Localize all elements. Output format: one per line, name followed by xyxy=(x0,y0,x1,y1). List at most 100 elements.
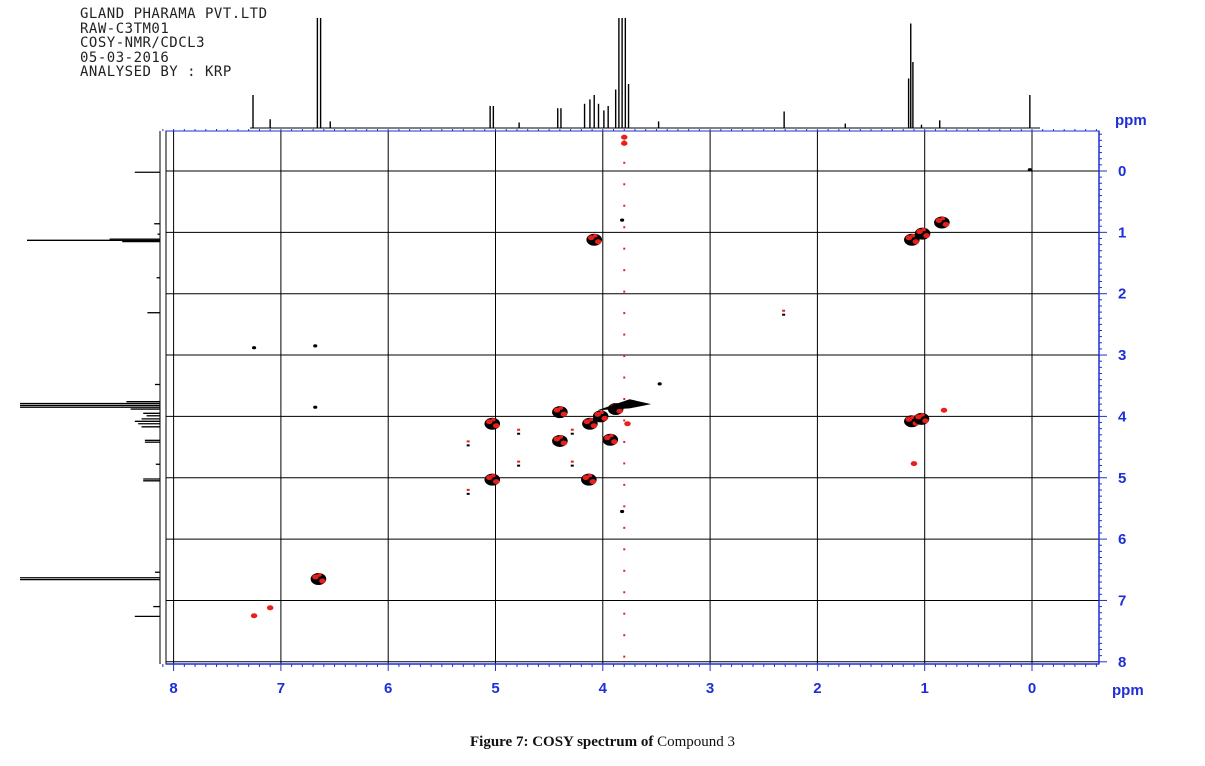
y-tick-label: 1 xyxy=(1118,224,1126,241)
cross-peak-negative-lobe xyxy=(588,417,594,422)
x-tick-label: 0 xyxy=(1028,680,1036,697)
t1-noise-dot xyxy=(623,483,626,486)
cross-peak-pair xyxy=(466,440,470,443)
cross-peak-pair xyxy=(570,460,574,463)
cross-peak-negative-lobe xyxy=(560,411,568,417)
cross-peak-negative-lobe xyxy=(493,423,500,429)
cross-peak-negative-lobe xyxy=(553,436,561,442)
cross-peak-negative-lobe xyxy=(915,414,922,420)
cross-peak-negative-lobe xyxy=(910,233,916,238)
cross-peak-negative-lobe xyxy=(601,415,608,421)
x-tick-label: 3 xyxy=(706,680,714,697)
cross-peak-negative-lobe xyxy=(582,475,590,481)
cross-peak-small xyxy=(940,407,948,413)
cross-peak-negative-lobe xyxy=(616,408,623,414)
y-axis-label: ppm xyxy=(1115,112,1147,129)
cross-peak-negative-lobe xyxy=(940,216,946,221)
t1-noise-dot xyxy=(623,612,626,615)
header-line-date: 05-03-2016 xyxy=(80,49,170,66)
cross-peak-negative-lobe xyxy=(920,413,925,417)
x-tick-label: 8 xyxy=(169,680,177,697)
left-1d-projection xyxy=(20,171,160,618)
t1-noise-dot xyxy=(623,397,626,400)
cross-peak-negative-lobe xyxy=(916,229,923,235)
caption-normal: Compound 3 xyxy=(653,734,735,750)
plot-border xyxy=(165,130,1100,665)
cross-peak-negative-lobe xyxy=(912,239,920,245)
t1-noise-dot xyxy=(623,569,626,572)
t1-noise-dot xyxy=(623,204,626,207)
cross-peak-negative-lobe xyxy=(589,479,597,485)
y-tick-label: 7 xyxy=(1118,592,1126,609)
cross-peak-negative-lobe xyxy=(592,233,598,238)
cross-peak-negative-lobe xyxy=(560,440,568,446)
cross-peak-pair xyxy=(517,460,521,463)
cross-peak-small xyxy=(266,605,274,611)
cross-peak-negative-lobe xyxy=(490,417,496,422)
cross-peak-pair xyxy=(466,492,470,495)
t1-noise-dot xyxy=(623,312,626,315)
caption-bold: Figure 7: COSY spectrum of xyxy=(470,734,654,750)
t1-noise-dot xyxy=(623,290,626,293)
cross-peak-negative-lobe xyxy=(604,435,611,441)
cross-peak-negative-lobe xyxy=(486,475,493,481)
y-tick-label: 4 xyxy=(1118,408,1127,425)
cross-peak-small xyxy=(621,134,628,140)
cross-peak-negative-lobe xyxy=(583,419,591,425)
cross-peak-dot xyxy=(620,509,625,514)
cross-peak-negative-lobe xyxy=(594,411,601,417)
cross-peak-pair xyxy=(517,432,521,435)
t1-noise-dot xyxy=(623,440,626,443)
cross-peak-negative-lobe xyxy=(611,439,618,445)
cross-peak-negative-lobe xyxy=(553,407,561,413)
diagonal-smear xyxy=(597,399,652,411)
cross-peak-negative-lobe xyxy=(905,235,913,241)
cross-peak-negative-lobe xyxy=(905,416,913,422)
t1-noise-dot xyxy=(623,140,626,143)
cross-peak-negative-lobe xyxy=(922,418,929,424)
t1-noise-dot xyxy=(623,269,626,272)
grid-lines xyxy=(166,131,1099,664)
x-tick-label: 4 xyxy=(599,680,608,697)
cross-peak-pair xyxy=(466,488,470,491)
cross-peak-negative-lobe xyxy=(493,479,500,485)
t1-noise-dot xyxy=(623,505,626,508)
cross-peak-dot xyxy=(620,218,625,222)
t1-noise-dot xyxy=(623,591,626,594)
cross-peak-pair xyxy=(517,428,521,431)
header-line-experiment: COSY-NMR/CDCL3 xyxy=(80,35,206,51)
cross-peak-negative-lobe xyxy=(317,573,322,577)
header-line-analyst: ANALYSED BY : KRP xyxy=(80,64,232,80)
cross-peak-small xyxy=(250,613,258,619)
cross-peak-negative-lobe xyxy=(921,227,926,232)
t1-noise-dot xyxy=(623,333,626,336)
cross-peak-pair xyxy=(517,464,521,467)
x-tick-label: 6 xyxy=(384,680,392,697)
cross-peak-small xyxy=(910,461,918,467)
t1-noise-dot xyxy=(623,226,626,229)
t1-noise-dot xyxy=(623,548,626,551)
y-tick-label: 3 xyxy=(1118,347,1126,364)
cross-peak-dot xyxy=(313,405,318,409)
t1-noise-dot xyxy=(623,355,626,358)
cross-peak-pair xyxy=(570,432,574,435)
y-tick-label: 6 xyxy=(1118,531,1126,548)
t1-noise-dot xyxy=(623,655,626,658)
t1-noise-dot xyxy=(623,526,626,529)
cross-peak-negative-lobe xyxy=(312,574,319,580)
t1-noise-dot xyxy=(623,161,626,164)
header-line-sample: RAW-C3TM01 xyxy=(80,20,170,37)
cross-peak-pair xyxy=(466,444,470,447)
y-axis: 0 1 2 3 4 5 6 7 8 xyxy=(1099,133,1127,671)
y-tick-label: 2 xyxy=(1118,286,1126,303)
cross-peak-dot xyxy=(251,346,257,350)
x-axis-label: ppm xyxy=(1112,682,1144,699)
cross-peak-negative-lobe xyxy=(490,473,496,478)
t1-noise-dot xyxy=(623,247,626,250)
cross-peak-negative-lobe xyxy=(923,233,930,239)
cross-peak-negative-lobe xyxy=(587,473,593,478)
x-tick-label: 5 xyxy=(491,680,499,697)
t1-noise-dot xyxy=(623,183,626,186)
cross-peak-pair xyxy=(570,428,574,431)
